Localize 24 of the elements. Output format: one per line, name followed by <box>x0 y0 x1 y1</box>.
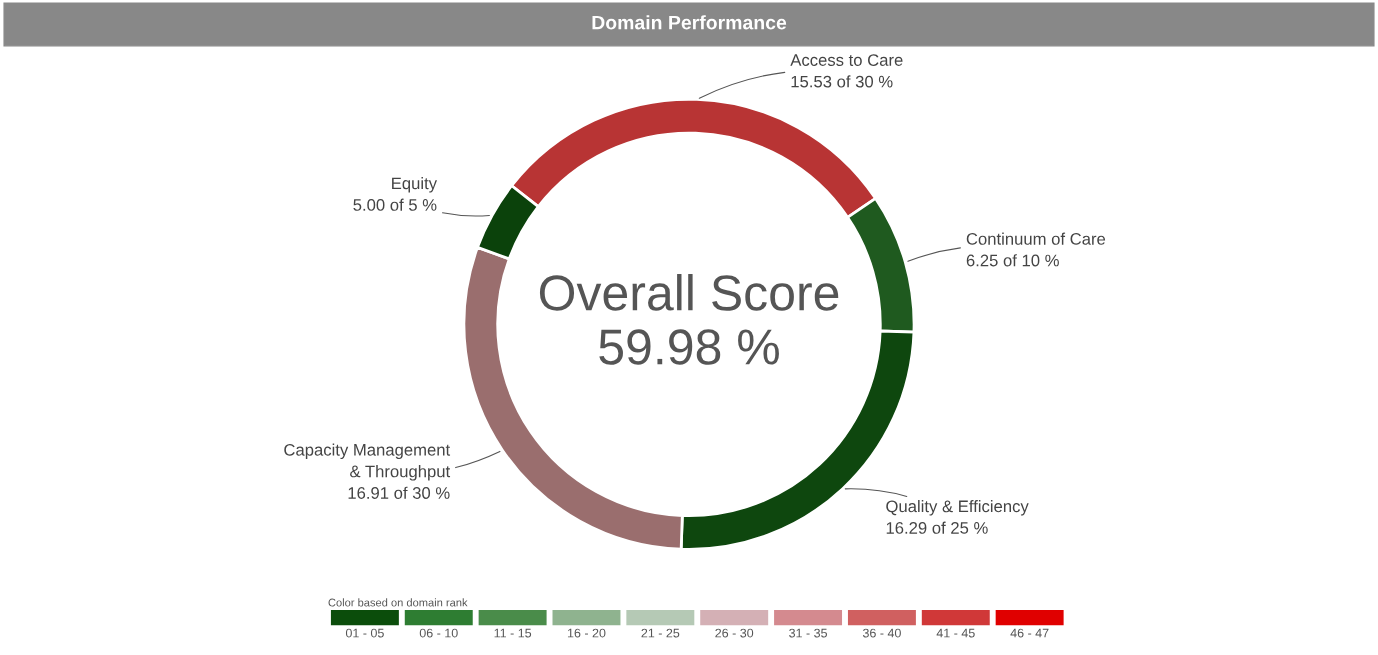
x-tick-label: 46 - 47 <box>1010 628 1049 638</box>
x-tick-label: 41 - 45 <box>936 628 975 638</box>
chart-title: Color based on domain rank <box>328 598 468 607</box>
x-tick-label: 26 - 30 <box>715 628 754 638</box>
text: 59.98 % <box>599 329 779 365</box>
x-tick-label: 31 - 35 <box>789 628 827 638</box>
chart-title: Domain Performance <box>592 15 787 30</box>
data-label: 6.25 of 10 % <box>966 254 1059 267</box>
data-label: 16.29 of 25 % <box>886 521 988 534</box>
x-tick-label: 16 - 20 <box>567 628 606 638</box>
slice-label: Equity <box>392 177 438 193</box>
slice-label: Capacity Management & Throughput <box>284 443 451 481</box>
data-label: 16.91 of 30 % <box>348 486 450 499</box>
data-label: 15.53 of 30 % <box>791 75 893 88</box>
x-tick-label: 36 - 40 <box>862 628 901 638</box>
slice-label: Continuum of Care <box>966 232 1106 245</box>
x-tick-label: 06 - 10 <box>419 628 458 638</box>
slice-label: Quality & Efficiency <box>886 500 1029 516</box>
data-label: 5.00 of 5 % <box>353 198 437 211</box>
x-tick-label: 11 - 15 <box>494 628 532 638</box>
x-tick-label: 01 - 05 <box>345 628 384 638</box>
x-tick-label: 21 - 25 <box>641 628 680 638</box>
slice-label: Access to Care <box>790 54 903 66</box>
text: Overall Score <box>539 274 839 311</box>
